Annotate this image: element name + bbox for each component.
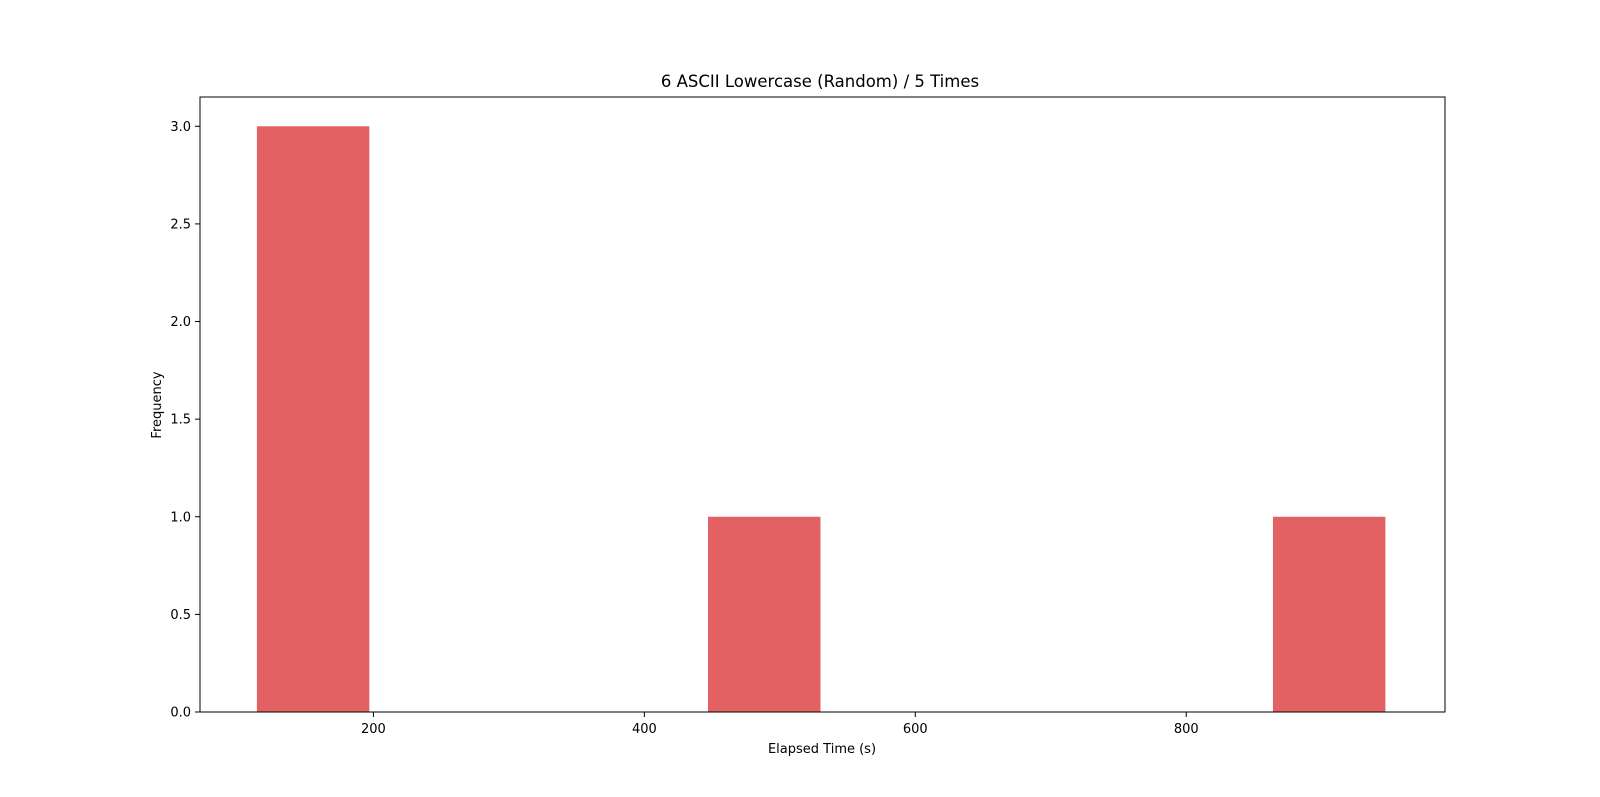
histogram-bar-1 bbox=[256, 126, 370, 713]
y-tick-label: 3.0 bbox=[170, 120, 191, 135]
y-tick-label: 1.0 bbox=[170, 510, 191, 525]
x-tick-label: 400 bbox=[632, 722, 657, 737]
histogram-bar-3 bbox=[1272, 516, 1386, 712]
histogram-bar-2 bbox=[708, 516, 821, 712]
bars-group bbox=[256, 126, 1386, 713]
y-tick-label: 0.5 bbox=[170, 608, 191, 623]
y-tick-label: 0.0 bbox=[170, 706, 191, 721]
y-tick-label: 2.0 bbox=[170, 315, 191, 330]
chart-title: 6 ASCII Lowercase (Random) / 5 Times bbox=[661, 72, 979, 91]
y-tick-label: 2.5 bbox=[170, 217, 191, 232]
y-axis-label: Frequency bbox=[150, 371, 165, 438]
x-axis-label: Elapsed Time (s) bbox=[768, 742, 876, 757]
y-axis-ticks: 0.0 0.5 1.0 1.5 2.0 2.5 3.0 bbox=[170, 120, 200, 721]
y-tick-label: 1.5 bbox=[170, 413, 191, 428]
x-tick-label: 800 bbox=[1174, 722, 1199, 737]
x-tick-label: 200 bbox=[361, 722, 386, 737]
plot-area-frame bbox=[199, 96, 1446, 713]
x-tick-label: 600 bbox=[903, 722, 928, 737]
x-axis-ticks: 200 400 600 800 bbox=[361, 712, 1199, 737]
